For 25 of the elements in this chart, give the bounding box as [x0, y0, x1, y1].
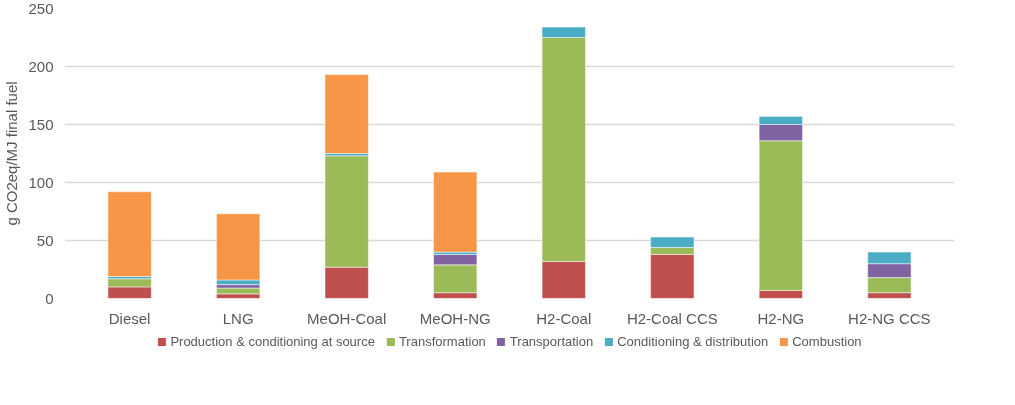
y-tick-label: 150 — [28, 115, 54, 133]
legend-label: Transportation — [509, 333, 594, 349]
x-tick-label: LNG — [222, 309, 254, 327]
y-axis-title: g CO2eq/MJ final fuel — [3, 81, 21, 226]
legend-label: Production & conditioning at source — [170, 333, 375, 349]
legend-label: Combustion — [792, 333, 862, 349]
y-tick-label: 50 — [36, 231, 54, 249]
bar — [324, 74, 369, 154]
legend-label: Conditioning & distribution — [617, 333, 769, 349]
y-tick-label: 250 — [28, 0, 54, 17]
bar — [216, 213, 261, 281]
y-tick-label: 0 — [45, 289, 54, 307]
x-tick-label: MeOH-Coal — [307, 309, 387, 327]
x-tick-label: H2-Coal — [536, 309, 592, 327]
x-tick-label: Diesel — [108, 309, 151, 327]
x-tick-label: MeOH-NG — [419, 309, 491, 327]
bar — [216, 287, 261, 295]
y-tick-label: 100 — [28, 173, 54, 191]
bar — [433, 171, 478, 253]
x-tick-label: H2-NG — [757, 309, 805, 327]
y-tick-label: 200 — [28, 57, 54, 75]
bar — [107, 191, 152, 277]
x-tick-label: H2-Coal CCS — [626, 309, 718, 327]
x-tick-label: H2-NG CCS — [848, 309, 931, 327]
legend-label: Transformation — [398, 333, 486, 349]
